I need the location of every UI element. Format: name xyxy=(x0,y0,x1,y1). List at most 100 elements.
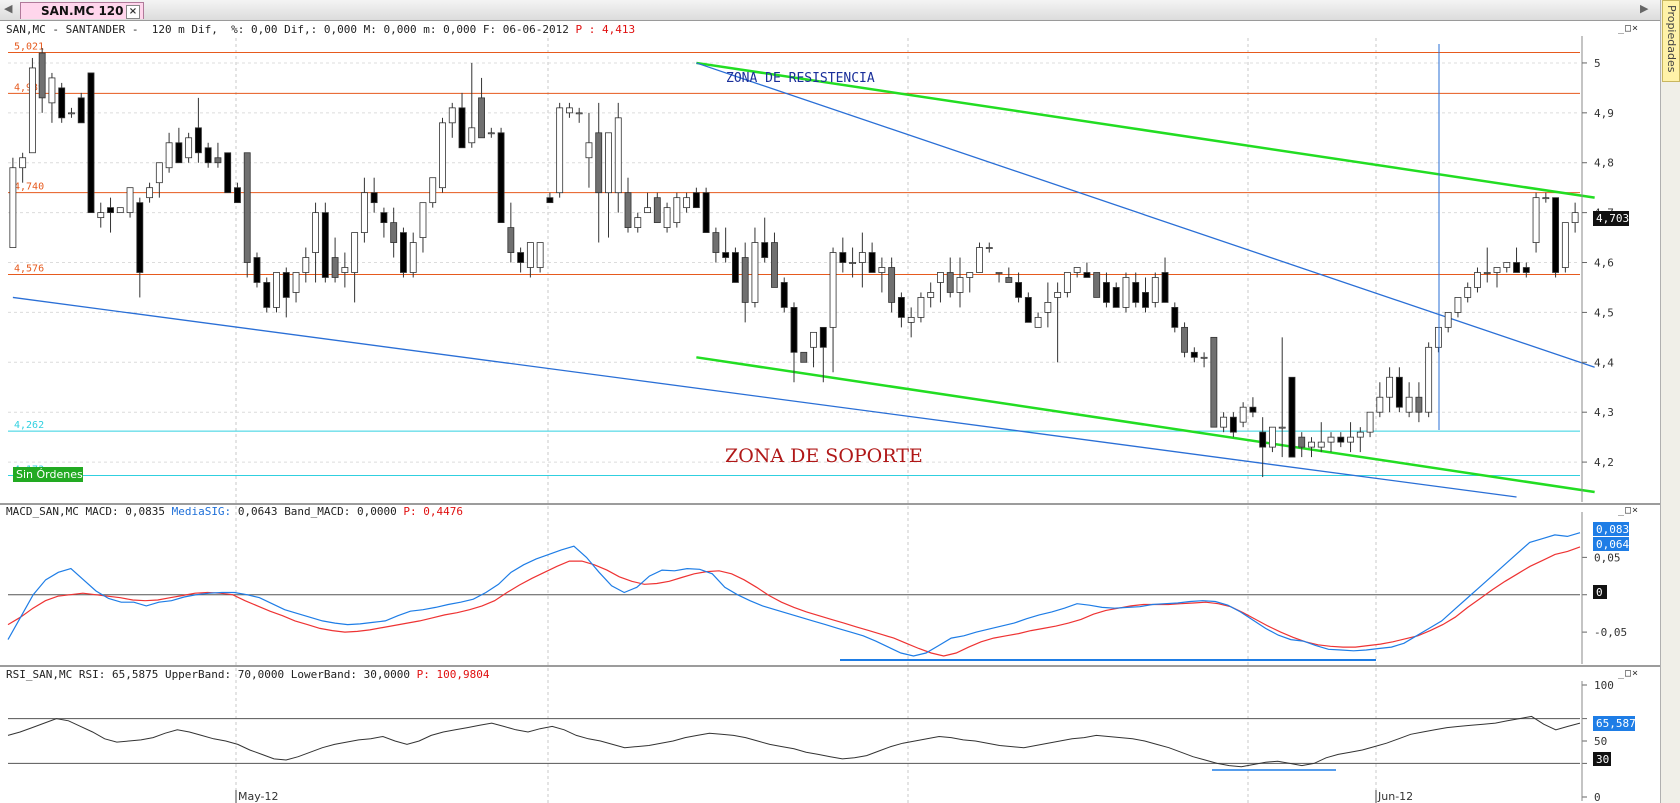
candle-body xyxy=(224,152,232,194)
candle-body xyxy=(956,277,964,293)
properties-tab[interactable]: Propiedades xyxy=(1662,0,1680,82)
last-price-badge xyxy=(1593,211,1629,226)
panel-separator[interactable] xyxy=(0,665,1660,667)
rsi-tick-label: 0 xyxy=(1594,791,1601,803)
candle-body xyxy=(810,331,817,348)
candle-body xyxy=(38,52,46,99)
candle-body xyxy=(331,257,339,278)
candle-body xyxy=(390,222,398,243)
scroll-right-icon[interactable]: ▶ xyxy=(1640,2,1649,15)
candle-body xyxy=(97,212,105,219)
candle-body xyxy=(439,122,446,189)
candle-body xyxy=(1073,267,1081,273)
candle-body xyxy=(1210,336,1218,428)
candle-body xyxy=(585,142,593,159)
candle-body xyxy=(868,252,876,273)
rsi-plot: 100 50 0 xyxy=(7,679,1614,803)
candle-body xyxy=(380,212,388,224)
signal-value-badge xyxy=(1593,537,1629,551)
macd-zero-badge xyxy=(1593,585,1607,599)
candle-body xyxy=(1151,277,1159,303)
price-window-controls[interactable]: _□× xyxy=(1618,23,1640,34)
rsi-lower-label: 30 xyxy=(1596,753,1609,766)
trendline xyxy=(696,61,1595,199)
close-icon[interactable]: × xyxy=(126,5,140,19)
price-tick-label: 5 xyxy=(1594,57,1601,70)
candle-body xyxy=(1171,307,1179,328)
candle-body xyxy=(771,242,778,288)
candle-body xyxy=(1288,376,1296,458)
x-tick-label: May-12 xyxy=(238,790,279,803)
candle-body xyxy=(448,107,456,124)
candle-body xyxy=(1269,426,1276,448)
candle-body xyxy=(1239,406,1247,423)
candle-body xyxy=(1493,267,1501,273)
candle-body xyxy=(692,192,700,209)
candle-body xyxy=(1024,297,1032,323)
signal-line xyxy=(7,546,1581,657)
candle-body xyxy=(731,252,739,283)
macd-zero-label: 0 xyxy=(1596,586,1603,599)
chart-tab-label: SAN.MC 120 m xyxy=(41,4,141,18)
candle-body xyxy=(107,207,114,214)
candle-body xyxy=(468,127,476,144)
candle-body xyxy=(1132,282,1140,303)
candle-body xyxy=(761,242,769,258)
candle-body xyxy=(1259,431,1267,448)
candle-body xyxy=(1278,426,1286,429)
macd-plot: 0,05 0 -0,05 xyxy=(7,532,1627,661)
candle-body xyxy=(458,107,466,149)
sin-ordenes-badge[interactable] xyxy=(13,467,83,482)
candle-body xyxy=(839,252,847,263)
candle-body xyxy=(927,292,935,298)
chart-tab[interactable]: SAN.MC 120 m × xyxy=(20,2,144,19)
candle-body xyxy=(1103,282,1110,303)
candle-body xyxy=(1200,356,1208,359)
macd-window-controls[interactable]: _□× xyxy=(1618,505,1640,516)
rsi-line xyxy=(7,715,1581,768)
rsi-window-controls[interactable]: _□× xyxy=(1618,668,1640,679)
candle-body xyxy=(1503,262,1511,268)
rsi-panel-header: RSI_SAN,MC RSI: 65,5875 UpperBand: 70,00… xyxy=(6,668,489,681)
candle-body xyxy=(1395,376,1403,408)
price-panel-header: SAN,MC - SANTANDER - 120 m Dif, %: 0,00 … xyxy=(6,23,635,36)
candle-body xyxy=(136,202,144,273)
candle-body xyxy=(995,272,1003,274)
price-tick-label: 4,5 xyxy=(1594,306,1614,319)
candle-body xyxy=(478,97,485,139)
candle-body xyxy=(165,142,173,169)
candle-body xyxy=(321,212,329,278)
candle-body xyxy=(204,147,212,164)
macd-value-label: 0,083 xyxy=(1596,523,1629,536)
candle-body xyxy=(400,232,407,273)
candle-body xyxy=(1415,396,1423,413)
candle-body xyxy=(302,257,310,273)
macd-header-p: P: 0,4476 xyxy=(403,505,464,518)
candle-body xyxy=(419,202,427,238)
candle-body xyxy=(1561,222,1569,268)
candle-body xyxy=(1405,396,1413,413)
candle-body xyxy=(48,77,56,104)
level-label: 4,262 xyxy=(14,420,44,431)
candle-body xyxy=(429,177,437,204)
candle-body xyxy=(536,242,544,268)
scroll-left-icon[interactable]: ◀ xyxy=(4,2,13,15)
properties-tab-label: Propiedades xyxy=(1665,5,1678,73)
tab-bar: ◀ SAN.MC 120 m × ▶ xyxy=(0,0,1660,21)
price-header-text: SAN,MC - SANTANDER - 120 m Dif, %: 0,00 … xyxy=(6,23,569,36)
candle-body xyxy=(77,97,85,124)
candle-body xyxy=(1161,272,1169,303)
candle-body xyxy=(1532,197,1540,243)
candle-body xyxy=(556,107,564,194)
candle-body xyxy=(575,112,583,115)
rsi-header-p: P: 100,9804 xyxy=(416,668,490,681)
candle-body xyxy=(214,157,222,164)
candle-body xyxy=(1571,212,1579,224)
candle-body xyxy=(507,227,515,253)
candle-body xyxy=(1181,326,1188,353)
candle-body xyxy=(1083,272,1091,278)
candle-body xyxy=(282,272,290,298)
candle-body xyxy=(614,117,622,194)
panel-separator[interactable] xyxy=(0,503,1660,505)
